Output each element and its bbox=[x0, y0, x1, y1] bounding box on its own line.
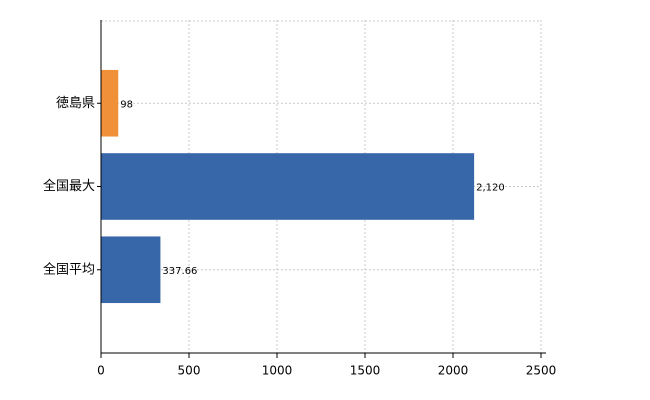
value-label: 2,120 bbox=[476, 183, 505, 194]
x-tick-label: 2000 bbox=[438, 364, 469, 378]
x-tick-label: 500 bbox=[178, 364, 201, 378]
value-label: 337.66 bbox=[162, 266, 197, 277]
y-tick-label: 全国最大 bbox=[43, 178, 95, 194]
bar bbox=[101, 236, 161, 304]
bar bbox=[101, 69, 119, 137]
y-tick-label: 徳島県 bbox=[56, 96, 95, 111]
x-tick-label: 1500 bbox=[350, 364, 381, 378]
x-tick-label: 1000 bbox=[262, 364, 293, 378]
y-tick-label: 全国平均 bbox=[43, 261, 95, 277]
value-label: 98 bbox=[120, 99, 133, 110]
bar bbox=[101, 153, 475, 220]
x-tick-label: 0 bbox=[97, 364, 105, 378]
x-tick-label: 2500 bbox=[526, 364, 557, 378]
